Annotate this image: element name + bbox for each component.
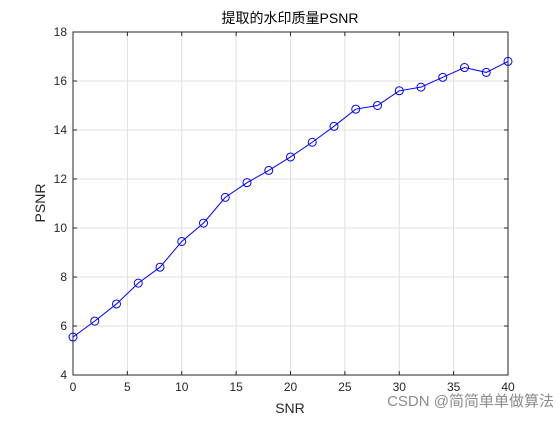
y-tick-label: 6: [60, 319, 67, 333]
chart-title: 提取的水印质量PSNR: [222, 10, 359, 26]
data-point-marker: [307, 137, 317, 147]
data-point-marker: [112, 299, 121, 309]
x-tick-label: 0: [70, 380, 77, 394]
y-tick-label: 10: [54, 221, 68, 235]
series-line: [72, 60, 509, 338]
data-point-marker: [503, 56, 513, 66]
y-tick-label: 8: [60, 270, 67, 284]
y-tick-label: 14: [54, 123, 68, 137]
data-point-marker: [481, 67, 491, 77]
y-axis-label: PSNR: [32, 184, 48, 223]
data-point-marker: [242, 178, 252, 188]
data-point-marker: [264, 165, 274, 175]
watermark-text: CSDN @简简单单做算法: [387, 392, 554, 410]
y-tick-label: 16: [54, 74, 68, 88]
x-tick-label: 30: [393, 380, 407, 394]
grid: [72, 31, 509, 376]
x-tick-label: 5: [124, 380, 131, 394]
x-axis-label: SNR: [275, 400, 305, 416]
data-point-marker: [220, 192, 230, 202]
data-point-marker: [373, 101, 382, 110]
data-point-marker: [90, 316, 100, 326]
x-tick-label: 10: [175, 380, 189, 394]
data-point-marker: [199, 218, 208, 228]
y-tick-label: 4: [60, 368, 67, 382]
data-point-marker: [68, 332, 78, 342]
data-point-marker: [133, 278, 143, 288]
data-point-marker: [329, 121, 339, 131]
x-tick-label: 15: [229, 380, 243, 394]
data-point-marker: [286, 152, 295, 162]
data-point-marker: [394, 86, 404, 96]
data-point-marker: [177, 236, 187, 246]
x-tick-label: 40: [501, 380, 515, 394]
x-tick-label: 35: [447, 380, 461, 394]
data-point-marker: [438, 72, 448, 82]
data-point-marker: [416, 82, 426, 92]
x-tick-label: 25: [338, 380, 352, 394]
y-tick-label: 18: [54, 25, 68, 39]
ticks: 0 5 10 15 20 25 30 35 40 4 6 8 10 12 14 16 18: [54, 25, 515, 394]
data-point-marker: [351, 104, 361, 114]
data-point-marker: [460, 63, 469, 73]
x-tick-label: 20: [284, 380, 298, 394]
series: [68, 56, 513, 342]
data-point-marker: [155, 262, 165, 272]
y-tick-label: 12: [54, 172, 68, 186]
